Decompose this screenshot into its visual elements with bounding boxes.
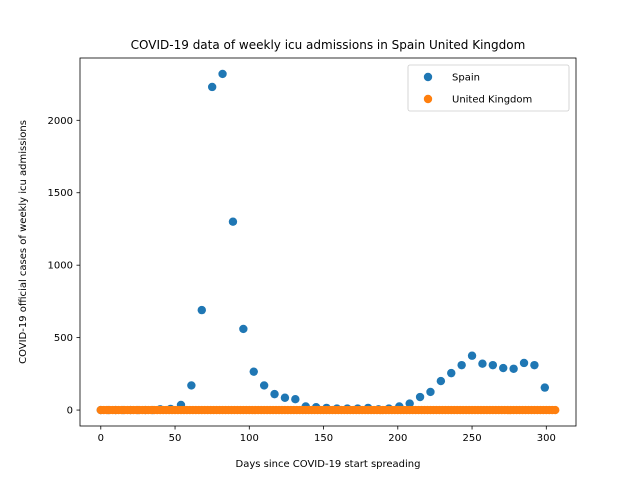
data-point bbox=[405, 399, 414, 408]
x-tick-label: 150 bbox=[314, 433, 333, 444]
y-tick-label: 2000 bbox=[48, 116, 73, 127]
x-tick-label: 100 bbox=[240, 433, 259, 444]
data-point bbox=[218, 69, 227, 79]
y-tick-label: 500 bbox=[54, 333, 73, 344]
x-tick-label: 300 bbox=[537, 433, 556, 444]
data-point bbox=[426, 387, 435, 397]
chart-title: COVID-19 data of weekly icu admissions i… bbox=[131, 38, 526, 52]
data-point bbox=[187, 381, 196, 390]
data-point bbox=[478, 359, 487, 368]
data-point bbox=[415, 392, 425, 402]
data-point bbox=[499, 363, 508, 373]
data-point bbox=[291, 394, 300, 404]
legend: Spain United Kingdom bbox=[407, 64, 570, 112]
x-tick-label: 200 bbox=[388, 433, 407, 444]
x-tick-label: 250 bbox=[463, 433, 482, 444]
data-point bbox=[447, 368, 456, 378]
data-point bbox=[228, 217, 238, 226]
data-point bbox=[467, 351, 477, 360]
y-axis-label: COVID-19 official cases of weekly icu ad… bbox=[18, 120, 29, 364]
y-tick-label: 0 bbox=[67, 406, 73, 417]
legend-label: United Kingdom bbox=[452, 95, 532, 106]
data-point bbox=[270, 389, 279, 399]
plot-frame bbox=[79, 57, 577, 427]
legend-marker bbox=[423, 72, 433, 82]
data-point bbox=[197, 305, 206, 315]
x-axis-label: Days since COVID-19 start spreading bbox=[236, 459, 421, 470]
data-point bbox=[207, 82, 217, 92]
data-point bbox=[239, 324, 248, 334]
data-point bbox=[280, 393, 290, 402]
legend-label: Spain bbox=[452, 73, 480, 84]
x-tick-label: 50 bbox=[169, 433, 182, 444]
y-tick-label: 1500 bbox=[48, 188, 73, 199]
data-point bbox=[519, 358, 529, 368]
legend-marker bbox=[423, 94, 433, 104]
x-tick-label: 0 bbox=[98, 433, 104, 444]
data-point bbox=[457, 360, 466, 370]
data-point bbox=[551, 405, 560, 415]
data-point bbox=[509, 364, 518, 373]
data-point bbox=[540, 383, 550, 392]
y-tick-label: 1000 bbox=[48, 261, 73, 272]
series-united-kingdom bbox=[96, 405, 560, 415]
data-point bbox=[488, 360, 498, 370]
data-point bbox=[249, 367, 258, 376]
legend-box bbox=[407, 64, 570, 112]
plot-area: 0 50 100 150 200 250 300 0 500 1000 1500 2000 bbox=[48, 57, 577, 444]
data-point bbox=[436, 376, 446, 386]
data-point bbox=[530, 360, 539, 370]
data-point bbox=[259, 381, 269, 390]
